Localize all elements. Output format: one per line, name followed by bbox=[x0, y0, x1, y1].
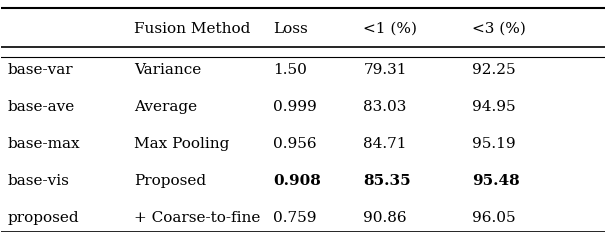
Text: Variance: Variance bbox=[134, 63, 201, 77]
Text: 0.999: 0.999 bbox=[273, 100, 316, 114]
Text: 85.35: 85.35 bbox=[364, 174, 411, 188]
Text: Proposed: Proposed bbox=[134, 174, 206, 188]
Text: + Coarse-to-fine: + Coarse-to-fine bbox=[134, 211, 261, 225]
Text: 92.25: 92.25 bbox=[472, 63, 516, 77]
Text: Fusion Method: Fusion Method bbox=[134, 22, 250, 36]
Text: base-var: base-var bbox=[7, 63, 73, 77]
Text: <1 (%): <1 (%) bbox=[364, 22, 418, 36]
Text: Max Pooling: Max Pooling bbox=[134, 137, 230, 151]
Text: 96.05: 96.05 bbox=[472, 211, 516, 225]
Text: 0.956: 0.956 bbox=[273, 137, 316, 151]
Text: base-ave: base-ave bbox=[7, 100, 75, 114]
Text: 1.50: 1.50 bbox=[273, 63, 307, 77]
Text: Loss: Loss bbox=[273, 22, 308, 36]
Text: 95.48: 95.48 bbox=[472, 174, 520, 188]
Text: base-max: base-max bbox=[7, 137, 80, 151]
Text: 90.86: 90.86 bbox=[364, 211, 407, 225]
Text: 84.71: 84.71 bbox=[364, 137, 407, 151]
Text: 0.759: 0.759 bbox=[273, 211, 316, 225]
Text: 79.31: 79.31 bbox=[364, 63, 407, 77]
Text: base-vis: base-vis bbox=[7, 174, 69, 188]
Text: Average: Average bbox=[134, 100, 197, 114]
Text: <3 (%): <3 (%) bbox=[472, 22, 526, 36]
Text: 0.908: 0.908 bbox=[273, 174, 321, 188]
Text: 94.95: 94.95 bbox=[472, 100, 516, 114]
Text: 83.03: 83.03 bbox=[364, 100, 407, 114]
Text: 95.19: 95.19 bbox=[472, 137, 516, 151]
Text: proposed: proposed bbox=[7, 211, 79, 225]
